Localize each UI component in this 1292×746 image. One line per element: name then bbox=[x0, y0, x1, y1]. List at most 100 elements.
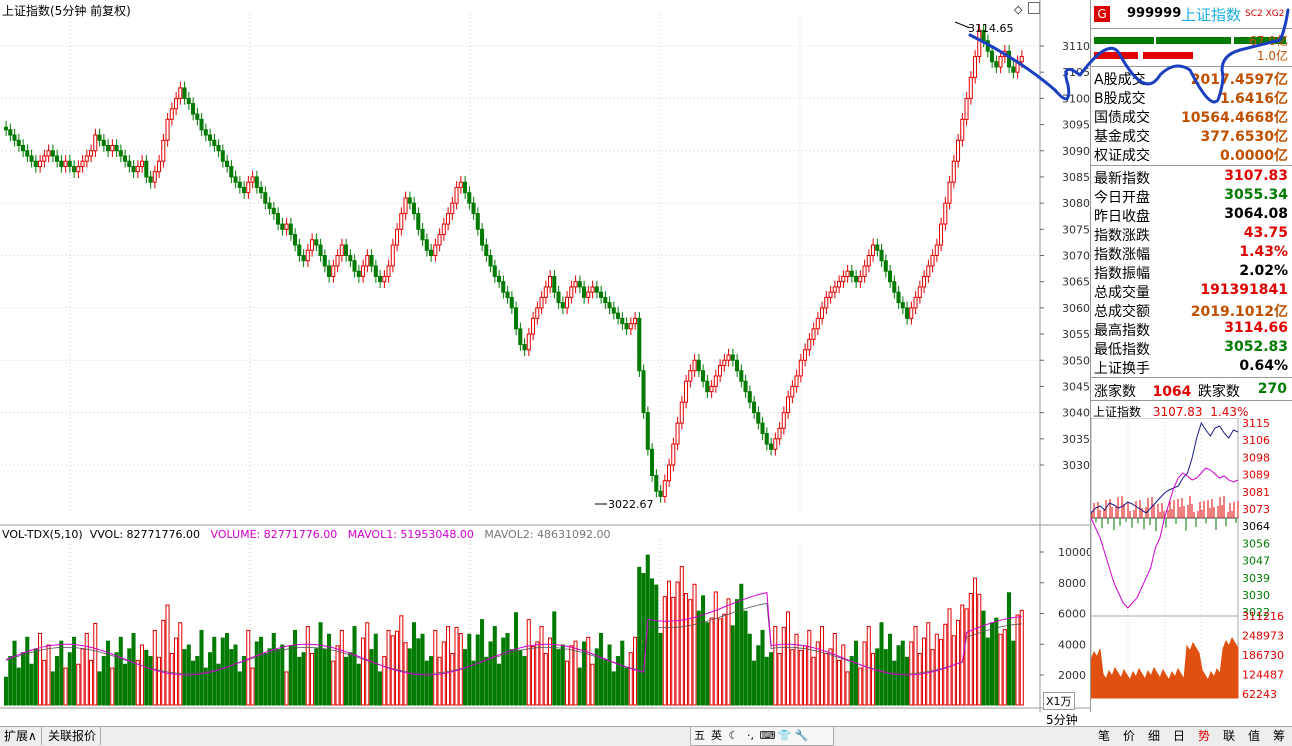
candle-body bbox=[696, 359, 701, 372]
right-tab[interactable]: 联 bbox=[1222, 729, 1235, 743]
candle-body bbox=[777, 427, 782, 440]
candle-body bbox=[335, 255, 340, 267]
price-tick-label: 3050 bbox=[1062, 354, 1090, 367]
candle-body bbox=[267, 202, 272, 209]
turnover-value: 2017.4597亿 bbox=[1190, 72, 1288, 88]
candle-body bbox=[89, 150, 94, 157]
volume-bar bbox=[811, 656, 816, 706]
candlestick-chart[interactable]: 3110 3105 3100 3095 3090 3085 3080 3075 3070 3065… bbox=[0, 0, 1090, 712]
volume-bar bbox=[913, 626, 918, 706]
volume-bar bbox=[424, 660, 429, 706]
volume-tick-label: 4000 bbox=[1058, 638, 1086, 651]
period-label[interactable]: 5分钟 bbox=[1046, 713, 1078, 727]
related-quotes-tab[interactable]: 关联报价 bbox=[44, 727, 102, 745]
volume-bar bbox=[599, 632, 604, 706]
candle-body bbox=[475, 213, 480, 230]
candle-body bbox=[526, 333, 531, 351]
candle-body bbox=[900, 302, 905, 309]
right-tab[interactable]: 笔 bbox=[1097, 729, 1110, 743]
candle-body bbox=[582, 286, 587, 298]
candle-body bbox=[866, 255, 871, 267]
volume-bar bbox=[301, 652, 306, 706]
candle-body bbox=[645, 412, 650, 450]
right-tab[interactable]: 值 bbox=[1247, 729, 1260, 743]
right-tab[interactable]: 细 bbox=[1147, 729, 1160, 743]
candle-body bbox=[858, 275, 863, 283]
mavol1-value: MAVOL1: 51953048.00 bbox=[347, 528, 474, 541]
volume-bar bbox=[709, 617, 714, 706]
candle-body bbox=[832, 286, 837, 293]
main-chart-panel[interactable]: 上证指数(5分钟 前复权) ◇ 3110 3105 3100 3095 3090 3085… bbox=[0, 0, 1091, 727]
candle-body bbox=[1011, 66, 1016, 73]
candle-body bbox=[25, 150, 30, 157]
stat-value: 43.75 bbox=[1243, 225, 1288, 241]
candle-body bbox=[879, 249, 884, 262]
bar-bottom-value: 1.0亿 bbox=[1256, 49, 1288, 63]
volume-tick-label: 10000 bbox=[1058, 546, 1090, 559]
volume-bar bbox=[4, 676, 9, 706]
volume-bar bbox=[246, 629, 251, 706]
volume-bar bbox=[399, 615, 404, 706]
volume-bar bbox=[807, 629, 812, 706]
time-tick-label: 14:55 bbox=[350, 711, 382, 712]
volume-bar bbox=[195, 656, 200, 706]
volume-bar bbox=[594, 648, 599, 706]
candle-body bbox=[123, 155, 128, 162]
right-tab[interactable]: 筹 bbox=[1272, 729, 1285, 743]
unit-label: X1万 bbox=[1043, 692, 1075, 710]
volume-bar bbox=[276, 649, 281, 706]
candle-body bbox=[956, 139, 961, 162]
stat-row: 指数涨幅 1.43% bbox=[1091, 244, 1292, 263]
volume-bar bbox=[216, 663, 221, 706]
candle-body bbox=[922, 275, 927, 288]
ime-icon[interactable]: 🔧 bbox=[794, 729, 809, 742]
candle-body bbox=[114, 145, 119, 152]
ime-toolbar[interactable]: 五英 ☾ ·, ⌨ 👕 🔧 bbox=[690, 726, 834, 746]
candle-body bbox=[939, 223, 944, 246]
volume-bar bbox=[242, 656, 247, 706]
volume-bar bbox=[378, 671, 383, 706]
turnover-value: 0.0000亿 bbox=[1219, 148, 1288, 164]
candle-body bbox=[399, 213, 404, 230]
candle-body bbox=[195, 113, 200, 120]
stat-row: 昨日收盘 3064.08 bbox=[1091, 206, 1292, 225]
candle-body bbox=[807, 338, 812, 351]
candle-body bbox=[543, 286, 548, 298]
time-tick-label: 11:15 bbox=[898, 711, 930, 712]
volume-bar bbox=[637, 566, 642, 706]
candle-body bbox=[531, 317, 536, 335]
candle-body bbox=[492, 265, 497, 277]
volume-indicator-header: VOL-TDX(5,10) VVOL: 82771776.00 VOLUME: … bbox=[2, 528, 611, 541]
ime-icon[interactable]: 五 bbox=[694, 729, 705, 742]
candle-body bbox=[365, 255, 370, 267]
volume-bar bbox=[964, 608, 969, 706]
expand-tab[interactable]: 扩展∧ bbox=[0, 727, 42, 745]
time-tick-label: 09:40 bbox=[138, 711, 170, 712]
right-tab[interactable]: 日 bbox=[1172, 729, 1185, 743]
candle-body bbox=[471, 202, 476, 215]
intraday-mini-chart[interactable]: 3115 3106 3098 3089 3081 3073 3064 3056 3047 3039… bbox=[1091, 418, 1292, 718]
candle-body bbox=[373, 265, 378, 277]
candle-body bbox=[811, 328, 816, 340]
ime-icon[interactable]: ·, bbox=[747, 729, 754, 742]
volume-bar bbox=[123, 663, 128, 706]
ime-icon[interactable]: ☾ bbox=[728, 729, 739, 742]
ime-icon[interactable]: 👕 bbox=[777, 729, 792, 742]
right-tab[interactable]: 势 bbox=[1197, 729, 1210, 743]
mini-price-tick: 3030 bbox=[1242, 589, 1270, 602]
volume-bar bbox=[390, 635, 395, 706]
candle-body bbox=[331, 265, 336, 277]
candle-body bbox=[586, 291, 591, 298]
candle-body bbox=[794, 375, 799, 387]
volume-bar bbox=[518, 649, 523, 706]
stat-row: 总成交额 2019.1012亿 bbox=[1091, 301, 1292, 320]
volume-bar bbox=[50, 671, 55, 706]
candle-body bbox=[390, 244, 395, 267]
ime-icon[interactable]: ⌨ bbox=[759, 729, 776, 742]
volume-bar bbox=[339, 629, 344, 706]
right-tab[interactable]: 价 bbox=[1122, 729, 1135, 743]
volume-bar bbox=[616, 656, 621, 706]
volume-bar bbox=[509, 649, 514, 706]
ime-icon[interactable]: 英 bbox=[711, 729, 722, 742]
candle-body bbox=[271, 207, 276, 215]
